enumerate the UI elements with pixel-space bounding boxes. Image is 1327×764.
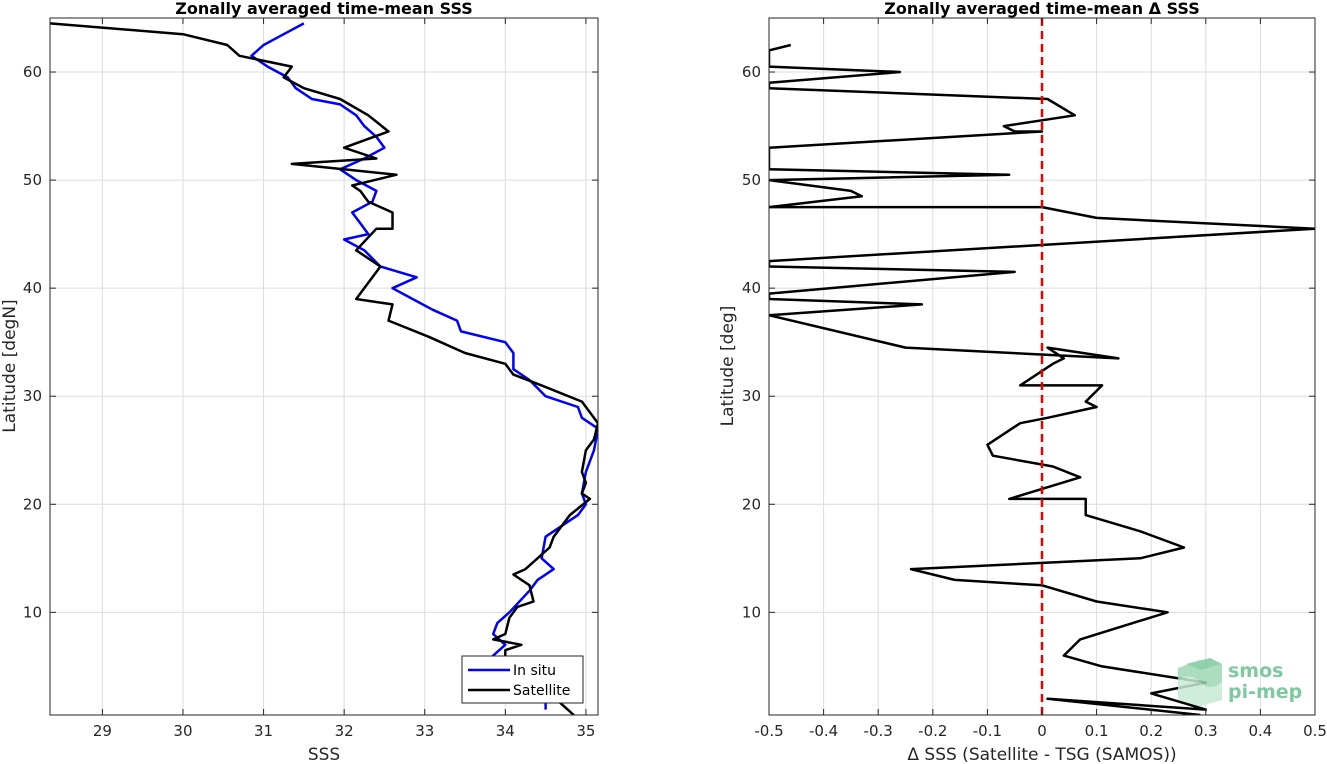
right-y-tick-label: 60 bbox=[742, 63, 761, 81]
left-x-tick-label: 35 bbox=[576, 722, 595, 740]
right-x-tick-label: 0 bbox=[1037, 722, 1047, 740]
right-x-tick-label: 0.3 bbox=[1194, 722, 1218, 740]
legend: In situ Satellite bbox=[461, 655, 584, 704]
legend-label-satellite: Satellite bbox=[513, 683, 570, 699]
left-y-tick-label: 50 bbox=[23, 171, 42, 189]
left-chart-title: Zonally averaged time-mean SSS bbox=[175, 0, 473, 18]
left-y-tick-label: 30 bbox=[23, 387, 42, 405]
right-x-tick-label: 0.4 bbox=[1248, 722, 1272, 740]
left-x-tick-label: 30 bbox=[173, 722, 192, 740]
logo-text-smos: smos bbox=[1228, 660, 1283, 682]
right-x-tick-label: -0.1 bbox=[973, 722, 1002, 740]
right-x-tick-label: -0.5 bbox=[754, 722, 783, 740]
left-y-tick-label: 10 bbox=[23, 603, 42, 621]
right-ticks: -0.5 -0.4 -0.3 -0.2 -0.1 0 0.1 0.2 0.3 0.4 0.5 10 20… bbox=[742, 18, 1327, 740]
left-series-line-satellite bbox=[50, 22, 598, 715]
left-x-tick-label: 34 bbox=[496, 722, 515, 740]
right-panel: -0.5 -0.4 -0.3 -0.2 -0.1 0 0.1 0.2 0.3 0.4 0.5 10 20… bbox=[718, 0, 1327, 764]
right-series-group bbox=[769, 43, 1315, 715]
left-x-tick-label: 31 bbox=[254, 722, 273, 740]
left-y-tick-label: 60 bbox=[23, 63, 42, 81]
left-y-axis-label: Latitude [degN] bbox=[0, 299, 20, 432]
left-axes-box bbox=[49, 17, 599, 716]
left-y-tick-label: 40 bbox=[23, 279, 42, 297]
right-x-tick-label: -0.3 bbox=[864, 722, 893, 740]
right-y-tick-label: 40 bbox=[742, 279, 761, 297]
logo-mark-icon bbox=[1178, 658, 1222, 706]
legend-label-in-situ: In situ bbox=[513, 663, 556, 679]
right-y-tick-label: 50 bbox=[742, 171, 761, 189]
left-series-group bbox=[50, 22, 598, 715]
left-panel: 29 30 31 32 33 34 35 10 20 30 40 50 60 Zonally avera… bbox=[0, 0, 599, 764]
legend-box bbox=[461, 655, 584, 704]
right-y-tick-label: 30 bbox=[742, 387, 761, 405]
right-series-line-series-0 bbox=[769, 43, 1315, 715]
left-y-tick-label: 20 bbox=[23, 495, 42, 513]
right-y-axis-label: Latitude [deg] bbox=[718, 306, 738, 427]
left-series-line-in-situ bbox=[250, 22, 598, 710]
right-x-axis-label: Δ SSS (Satellite - TSG (SAMOS)) bbox=[907, 745, 1176, 764]
right-chart-title: Zonally averaged time-mean Δ SSS bbox=[884, 0, 1200, 18]
left-x-axis-label: SSS bbox=[308, 745, 340, 764]
left-x-tick-label: 33 bbox=[415, 722, 434, 740]
right-y-tick-label: 20 bbox=[742, 495, 761, 513]
right-x-tick-label: -0.4 bbox=[809, 722, 838, 740]
left-x-tick-label: 32 bbox=[335, 722, 354, 740]
right-x-tick-label: 0.1 bbox=[1085, 722, 1109, 740]
left-ticks: 29 30 31 32 33 34 35 10 20 30 40 50 60 bbox=[23, 18, 598, 740]
left-x-tick-label: 29 bbox=[93, 722, 112, 740]
logo-text-pi-mep: pi-mep bbox=[1228, 681, 1302, 703]
right-x-tick-label: 0.5 bbox=[1303, 722, 1327, 740]
right-y-tick-label: 10 bbox=[742, 603, 761, 621]
left-grid bbox=[50, 18, 598, 715]
right-x-tick-label: 0.2 bbox=[1139, 722, 1163, 740]
smos-pi-mep-logo: smos pi-mep bbox=[1178, 658, 1302, 706]
right-x-tick-label: -0.2 bbox=[918, 722, 947, 740]
